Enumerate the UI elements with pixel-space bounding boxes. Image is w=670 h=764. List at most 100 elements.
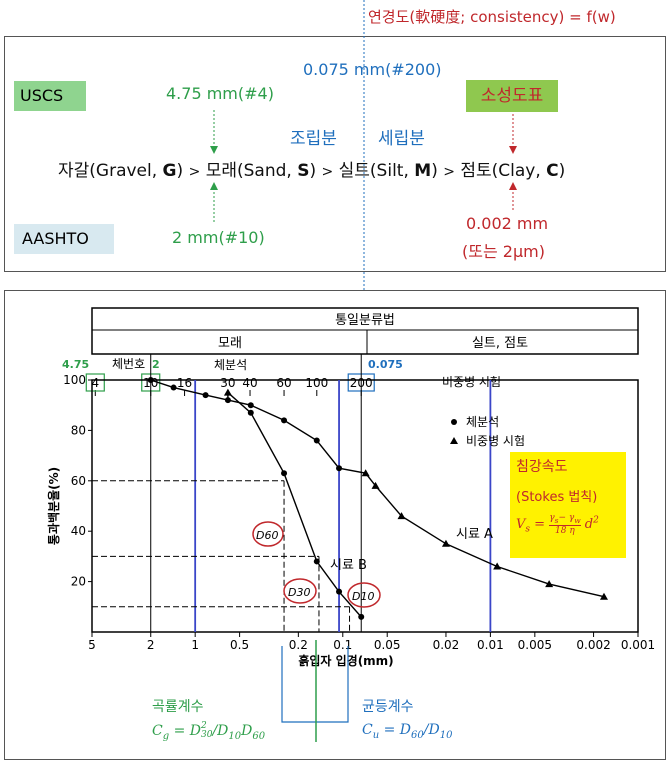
x-tick-label: 0.002 bbox=[576, 638, 610, 652]
x-tick-label: 5 bbox=[88, 638, 96, 652]
sieve-200-label: 0.075 mm(#200) bbox=[303, 60, 442, 79]
sieve-number-label: 16 bbox=[177, 376, 192, 390]
top-arrows bbox=[210, 0, 517, 300]
annot-475: 4.75 bbox=[62, 358, 89, 371]
sample-a-label: 시료 A bbox=[456, 527, 493, 542]
uscs-sieve4-label: 4.75 mm(#4) bbox=[166, 84, 274, 103]
clay-symbol: C bbox=[546, 161, 559, 181]
legend-sieve-marker bbox=[451, 419, 457, 425]
x-tick-label: 1 bbox=[191, 638, 199, 652]
sand-symbol: S bbox=[297, 161, 310, 181]
sieve-data-point bbox=[281, 470, 288, 477]
d60-label: D60 bbox=[256, 529, 278, 542]
silt-symbol: M bbox=[414, 161, 432, 181]
coarse-label: 조립분 bbox=[290, 129, 337, 149]
gt-3: > bbox=[443, 164, 455, 180]
sieve-data-point bbox=[224, 397, 231, 404]
hydrometer-data-point bbox=[599, 592, 608, 600]
hydrometer-label: 비중병 시험 bbox=[442, 375, 501, 389]
y-axis-title: 통과백분율(%) bbox=[46, 467, 61, 545]
d30-label: D30 bbox=[288, 586, 310, 599]
x-tick-label: 0.01 bbox=[477, 638, 504, 652]
d60-circle bbox=[252, 521, 284, 547]
uscs-badge: USCS bbox=[14, 81, 86, 111]
uniformity-title: 균등계수 bbox=[362, 699, 414, 715]
bracket bbox=[281, 646, 349, 723]
sand-text: 모래(Sand, bbox=[205, 161, 298, 181]
paren: ) bbox=[431, 161, 438, 181]
d10-label: D10 bbox=[352, 590, 374, 603]
sand-header: 모래 bbox=[218, 336, 242, 351]
sample-b-label: 시료 B bbox=[330, 558, 367, 573]
stokes-box: 침강속도 (Stokes 법칙) Vs = γs− γw 18 η d2 bbox=[510, 452, 626, 558]
gravel-text: 자갈(Gravel, bbox=[58, 161, 163, 181]
legend-hydro: 비중병 시험 bbox=[466, 434, 525, 448]
sieve-number-label: 100 bbox=[305, 376, 328, 390]
sieve-number-label: 4 bbox=[91, 376, 99, 390]
silt-clay-header: 실트, 점토 bbox=[472, 336, 528, 351]
x-tick-label: 2 bbox=[147, 638, 155, 652]
y-tick-label: 80 bbox=[71, 423, 86, 437]
d30-circle bbox=[283, 578, 317, 604]
x-axis-title: 흙입자 입경(mm) bbox=[298, 653, 393, 668]
clay-size-label: 0.002 mm bbox=[466, 214, 549, 233]
stokes-law: (Stokes 법칙) bbox=[516, 490, 598, 505]
hydrometer-data-point bbox=[493, 562, 502, 570]
x-tick-label: 0.005 bbox=[518, 638, 552, 652]
sieve-number-label: 60 bbox=[276, 376, 291, 390]
x-tick-label: 0.2 bbox=[289, 638, 308, 652]
uniformity-formula: Cu = D60/D10 bbox=[362, 722, 453, 741]
sieve-data-point bbox=[247, 409, 254, 416]
hydrometer-data-point bbox=[397, 512, 406, 520]
plot-frame bbox=[91, 379, 639, 633]
aashto-badge: AASHTO bbox=[14, 224, 114, 254]
unified-class-label: 통일분류법 bbox=[335, 313, 395, 328]
sieve-no-label: 체번호 bbox=[112, 357, 145, 371]
fine-label: 세립분 bbox=[378, 129, 425, 149]
clay-size-alt-label: (또는 2μm) bbox=[462, 242, 545, 261]
sieve-data-point bbox=[247, 402, 254, 409]
paren: ) bbox=[176, 161, 184, 181]
clay-text: 점토(Clay, bbox=[460, 161, 547, 181]
hydrometer-data-point bbox=[545, 580, 554, 588]
x-tick-label: 0.1 bbox=[333, 638, 352, 652]
y-tick-label: 20 bbox=[71, 575, 86, 589]
y-tick-label: 60 bbox=[71, 474, 86, 488]
stokes-title: 침강속도 bbox=[516, 459, 568, 475]
sieve-data-point bbox=[313, 437, 320, 444]
gravel-symbol: G bbox=[162, 161, 177, 181]
hydrometer-data-point bbox=[223, 388, 232, 396]
stokes-formula: Vs = γs− γw 18 η d2 bbox=[516, 513, 599, 536]
sieve-data-point bbox=[202, 392, 209, 399]
paren: ) bbox=[309, 161, 317, 181]
plasticity-chart-badge: 소성도표 bbox=[466, 80, 558, 112]
x-tick-label: 0.02 bbox=[433, 638, 460, 652]
annot-0075: 0.075 bbox=[368, 358, 403, 371]
consistency-label: 연경도(軟硬度; consistency) = f(w) bbox=[368, 8, 616, 26]
sieve-data-point bbox=[313, 558, 320, 565]
x-tick-label: 0.5 bbox=[230, 638, 249, 652]
curvature-title: 곡률계수 bbox=[152, 699, 204, 715]
sieve-data-point bbox=[170, 384, 177, 391]
sieve-highlight-box bbox=[85, 373, 105, 392]
hydrometer-data-point bbox=[441, 539, 450, 547]
paren: ) bbox=[558, 161, 566, 181]
sieve-data-point bbox=[281, 417, 288, 424]
sieve-data-point bbox=[147, 377, 154, 383]
aashto-sieve10-label: 2 mm(#10) bbox=[172, 228, 265, 247]
hydrometer-data-point bbox=[371, 481, 380, 489]
sieve-data-point bbox=[358, 613, 365, 620]
sieve-number-label: 30 bbox=[220, 376, 235, 390]
x-tick-label: 0.05 bbox=[374, 638, 401, 652]
legend-sieve: 체분석 bbox=[466, 415, 499, 429]
gradation-curve bbox=[150, 379, 605, 598]
d10-circle bbox=[347, 582, 381, 608]
x-tick-label: 0.001 bbox=[621, 638, 655, 652]
sieve-data-point bbox=[336, 465, 343, 472]
hydrometer-data-point bbox=[361, 469, 370, 477]
gt-1: > bbox=[188, 164, 201, 180]
sieve-data-point bbox=[336, 588, 343, 595]
y-tick-label: 100 bbox=[63, 373, 86, 387]
sieve-number-label: 40 bbox=[242, 376, 257, 390]
